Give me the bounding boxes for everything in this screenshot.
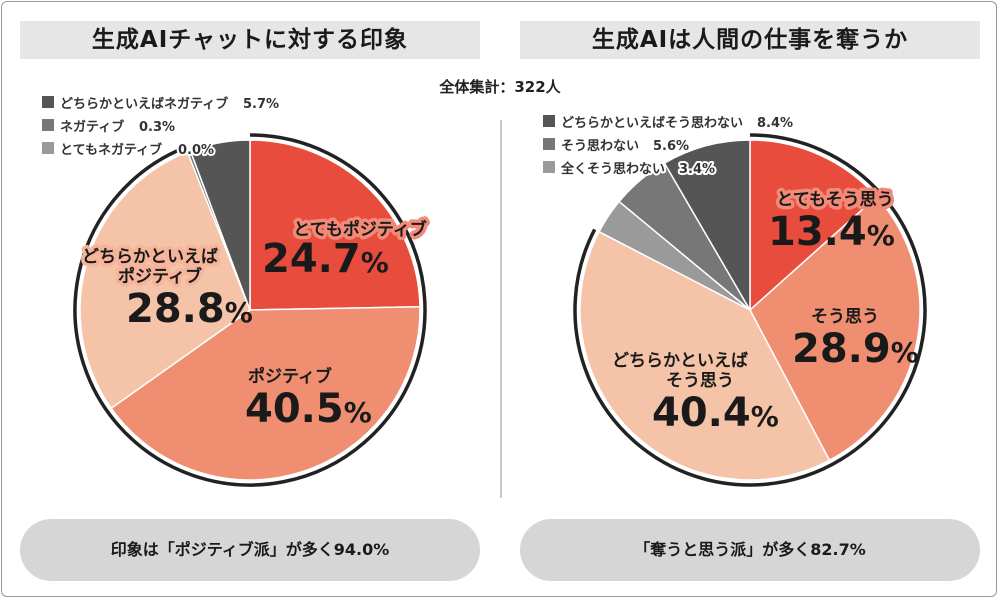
legend-label-2-3: 全くそう思わない — [560, 161, 665, 177]
slice-label-2-1: とてもそう思う — [776, 190, 893, 210]
legend-value-2-1: 8.4% — [757, 116, 793, 131]
chart-1: どちらかといえばネガティブ 5.7% ネガティブ 0.3% とてもネガティブ 0.0% とて… — [42, 94, 430, 487]
legend-label-2-2: そう思わない — [561, 139, 639, 154]
slice-value-1-1: 24.7% — [262, 236, 389, 282]
slice-label-2-3: どちらかといえば — [612, 351, 748, 371]
legend-label-1-3: とてもネガティブ — [60, 142, 162, 158]
legend-value-2-2: 5.6% — [653, 139, 689, 154]
left-summary-pill: 印象は「ポジティブ派」が多く94.0% — [20, 519, 480, 581]
slice-label-2-3: そう思う — [666, 371, 734, 391]
pie-slice-2-6 — [663, 139, 751, 313]
legend-swatch-1-3 — [42, 142, 54, 154]
slice-value-2-2: 28.9% — [792, 326, 919, 372]
pie-outline-arc-2 — [573, 133, 927, 487]
legend-label-1-1: どちらかといえばネガティブ — [60, 96, 228, 112]
slice-value-2-1: 13.4% — [768, 209, 895, 255]
pie-slice-1-6 — [189, 139, 251, 311]
pie-slice-1-3 — [79, 150, 251, 410]
right-summary-pill: 「奪うと思う派」が多く82.7% — [520, 519, 980, 581]
legend-value-1-3: 0.0% — [178, 143, 214, 158]
total-respondents: 全体集計：322人 — [439, 78, 561, 96]
slice-label-2-2: そう思う — [811, 307, 879, 327]
pie-slice-1-2 — [110, 306, 421, 481]
left-chart-title: 生成AIチャットに対する印象 — [20, 21, 480, 59]
pie-slice-2-3 — [579, 230, 831, 481]
legend-value-1-2: 0.3% — [139, 120, 175, 135]
legend-swatch-2-1 — [543, 115, 555, 127]
slice-value-2-3: 40.4% — [652, 390, 779, 436]
legend-label-1-2: ネガティブ — [60, 119, 124, 135]
slice-label-1-2: ポジティブ — [248, 366, 332, 387]
panel-divider — [500, 120, 502, 498]
legend-swatch-2-2 — [543, 138, 555, 150]
legend-value-1-1: 5.7% — [243, 97, 279, 112]
pie-slice-2-1 — [749, 139, 878, 312]
chart-2: どちらかといえばそう思わない 8.4% そう思わない 5.6% 全くそう思わない 3.4%… — [543, 114, 927, 487]
slice-label-1-1: とてもポジティブ — [293, 219, 427, 240]
legend-swatch-2-3 — [543, 161, 555, 173]
slice-label-1-3: ポジティブ — [118, 266, 202, 287]
pie-slice-1-1 — [249, 139, 421, 311]
legend-value-2-3: 3.4% — [679, 162, 715, 177]
slice-label-1-3: どちらかといえば — [82, 247, 218, 267]
legend-label-2-1: どちらかといえばそう思わない — [561, 116, 743, 131]
slice-value-1-3: 28.8% — [126, 286, 253, 332]
pie-outline-arc-1 — [73, 133, 427, 487]
right-chart-title: 生成AIは人間の仕事を奪うか — [520, 21, 980, 59]
legend-swatch-1-2 — [42, 119, 54, 131]
legend-swatch-1-1 — [42, 96, 54, 108]
pie-slice-2-2 — [749, 195, 921, 462]
slice-value-1-2: 40.5% — [245, 386, 372, 432]
